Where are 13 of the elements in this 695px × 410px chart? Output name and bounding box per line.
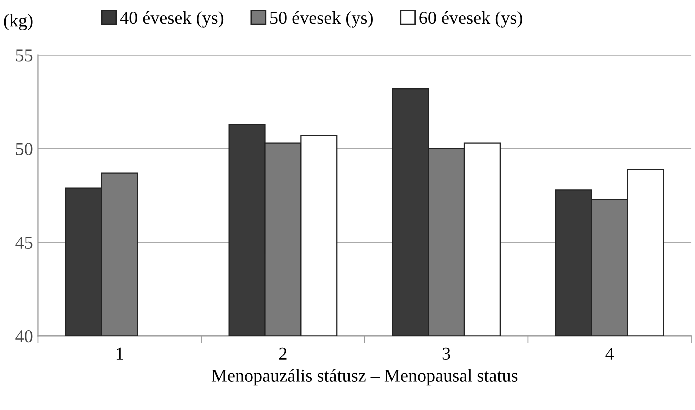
y-tick-label: 50 — [16, 143, 33, 156]
x-tick-label: 1 — [116, 348, 124, 360]
legend-label: 40 évesek (ys) — [120, 11, 224, 28]
legend-label: 50 évesek (ys) — [270, 11, 373, 28]
y-axis-title: (kg) — [4, 14, 33, 31]
legend-label: 60 évesek (ys) — [420, 11, 522, 28]
y-tick-label: 40 — [16, 330, 33, 343]
x-tick-label: 3 — [442, 348, 450, 360]
x-tick-label: 4 — [606, 348, 614, 360]
y-tick-label: 45 — [16, 236, 33, 250]
x-axis-title: Menopauzális státusz – Menopausal status — [212, 369, 518, 386]
y-tick-label: 55 — [16, 50, 33, 62]
x-tick-label: 2 — [279, 348, 287, 360]
